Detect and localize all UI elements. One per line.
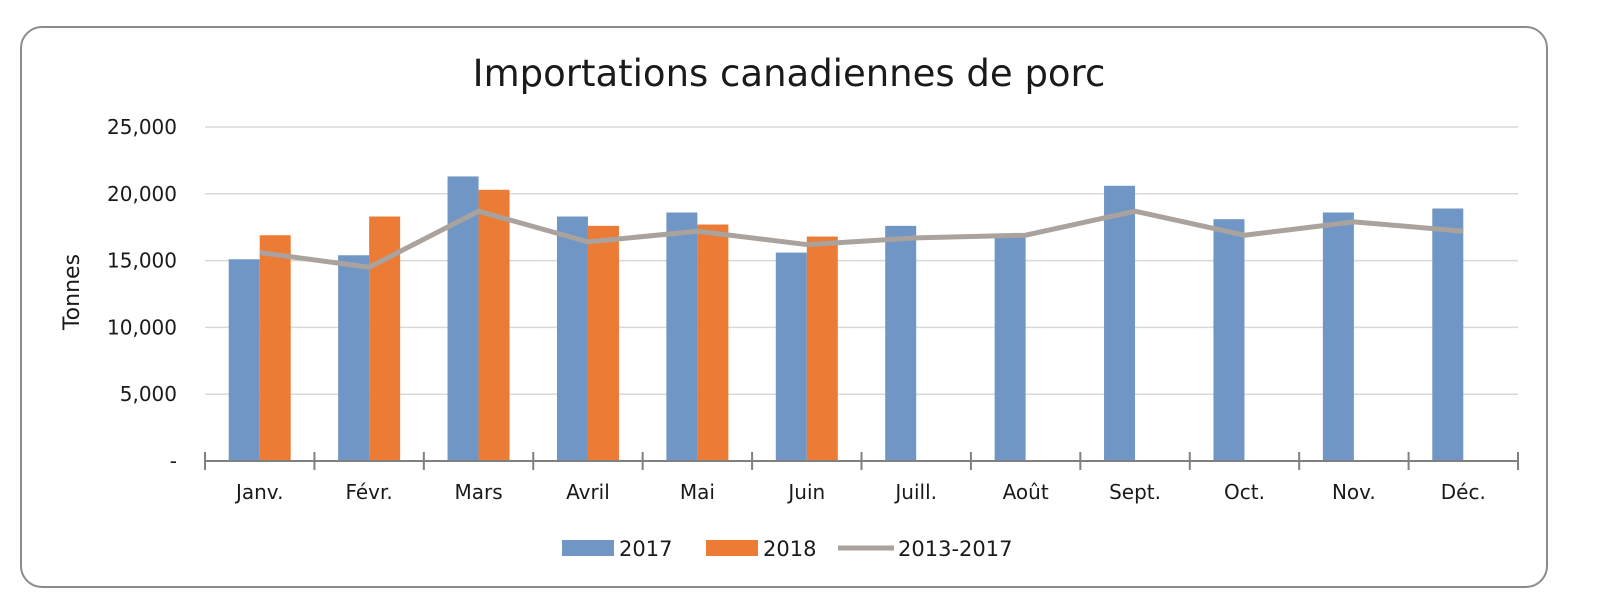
average-line xyxy=(259,208,1464,270)
bar-2017 xyxy=(885,225,917,461)
legend-swatch-2018 xyxy=(706,540,758,556)
bar-2017 xyxy=(775,252,807,461)
legend-label-2017: 2017 xyxy=(619,537,672,561)
x-tick-label: Août xyxy=(1003,480,1049,504)
x-tick-label: Juill. xyxy=(893,480,937,504)
bar-2017 xyxy=(666,212,698,461)
bar-2018 xyxy=(697,224,729,461)
legend-label-2013-2017: 2013-2017 xyxy=(898,537,1012,561)
x-tick-label: Déc. xyxy=(1441,480,1486,504)
y-tick-label: 20,000 xyxy=(107,182,177,206)
bar-2017 xyxy=(1213,219,1245,461)
bar-2017 xyxy=(1322,212,1354,461)
legend: 2017 2018 2013-2017 xyxy=(562,537,1012,561)
legend-swatch-2017 xyxy=(562,540,614,556)
bar-2018 xyxy=(587,225,619,461)
x-tick-label: Mars xyxy=(454,480,502,504)
bar-2018 xyxy=(478,189,510,462)
y-tick-label: 10,000 xyxy=(107,315,177,339)
y-axis-label: Tonnes xyxy=(60,254,85,331)
bar-2018 xyxy=(259,235,291,461)
x-tick-label: Sept. xyxy=(1109,480,1161,504)
x-tick-label: Févr. xyxy=(345,480,392,504)
line-2013-2017 xyxy=(259,208,1464,270)
bars xyxy=(228,176,1464,462)
bar-2017 xyxy=(994,236,1026,461)
x-tick-label: Avril xyxy=(566,480,610,504)
chart-title: Importations canadiennes de porc xyxy=(473,52,1106,95)
y-tick-label: 25,000 xyxy=(107,115,177,139)
gridlines xyxy=(205,126,1518,395)
bar-2017 xyxy=(1104,185,1136,461)
x-tick-label: Oct. xyxy=(1224,480,1265,504)
x-tick-label: Nov. xyxy=(1332,480,1376,504)
axes xyxy=(204,452,1519,470)
y-tick-labels: - 5,000 10,000 15,000 20,000 25,000 xyxy=(107,115,177,473)
x-tick-label: Juin xyxy=(786,480,825,504)
x-tick-labels: Janv. Févr. Mars Avril Mai Juin Juill. Août Sept… xyxy=(234,480,1486,504)
bar-2017 xyxy=(338,255,370,461)
x-tick-label: Janv. xyxy=(234,480,283,504)
bar-2018 xyxy=(806,236,838,461)
x-tick-label: Mai xyxy=(680,480,715,504)
y-tick-label: 15,000 xyxy=(107,249,177,273)
bar-2017 xyxy=(228,259,260,461)
bar-2017 xyxy=(1432,208,1464,461)
y-tick-label: - xyxy=(170,449,177,473)
y-tick-label: 5,000 xyxy=(120,382,177,406)
legend-label-2018: 2018 xyxy=(763,537,816,561)
bar-2017 xyxy=(556,216,588,461)
